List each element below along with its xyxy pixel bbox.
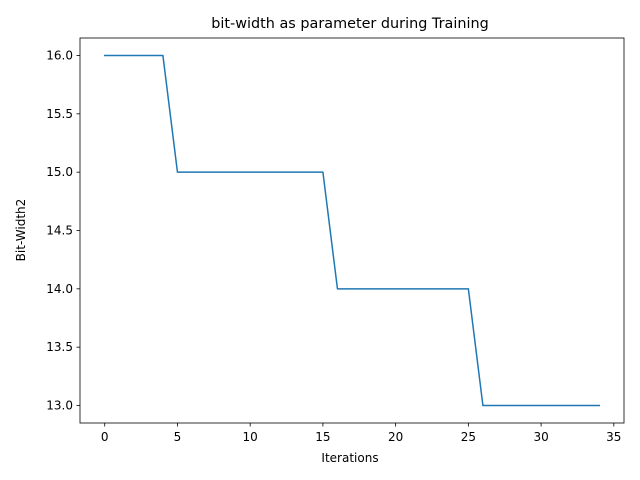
x-tick-label: 25: [461, 430, 476, 444]
plot-area: [79, 37, 625, 424]
y-tick-label: 13.5: [46, 340, 73, 354]
x-tick-label: 15: [315, 430, 330, 444]
x-tick-label: 0: [101, 430, 109, 444]
y-axis-label: Bit-Width2: [14, 199, 28, 262]
y-axis: 13.0 13.5 14.0 14.5 15.0 15.5 16.0: [46, 49, 80, 413]
x-tick-label: 30: [533, 430, 548, 444]
x-tick-label: 20: [388, 430, 403, 444]
y-tick-label: 14.0: [46, 282, 73, 296]
x-tick-label: 35: [606, 430, 621, 444]
chart-title: bit-width as parameter during Training: [211, 16, 488, 32]
x-axis-label: Iterations: [321, 451, 378, 465]
x-tick-label: 10: [243, 430, 258, 444]
x-tick-label: 5: [174, 430, 182, 444]
y-tick-label: 15.5: [46, 107, 73, 121]
y-tick-label: 16.0: [46, 49, 73, 63]
series-layer: [103, 54, 601, 407]
plot-frame: [79, 37, 625, 424]
y-tick-label: 14.5: [46, 224, 73, 238]
y-tick-label: 15.0: [46, 165, 73, 179]
x-axis: 0 5 10 15 20 25 30 35: [101, 423, 621, 444]
y-tick-label: 13.0: [46, 399, 73, 413]
series-line-0: [103, 54, 601, 407]
